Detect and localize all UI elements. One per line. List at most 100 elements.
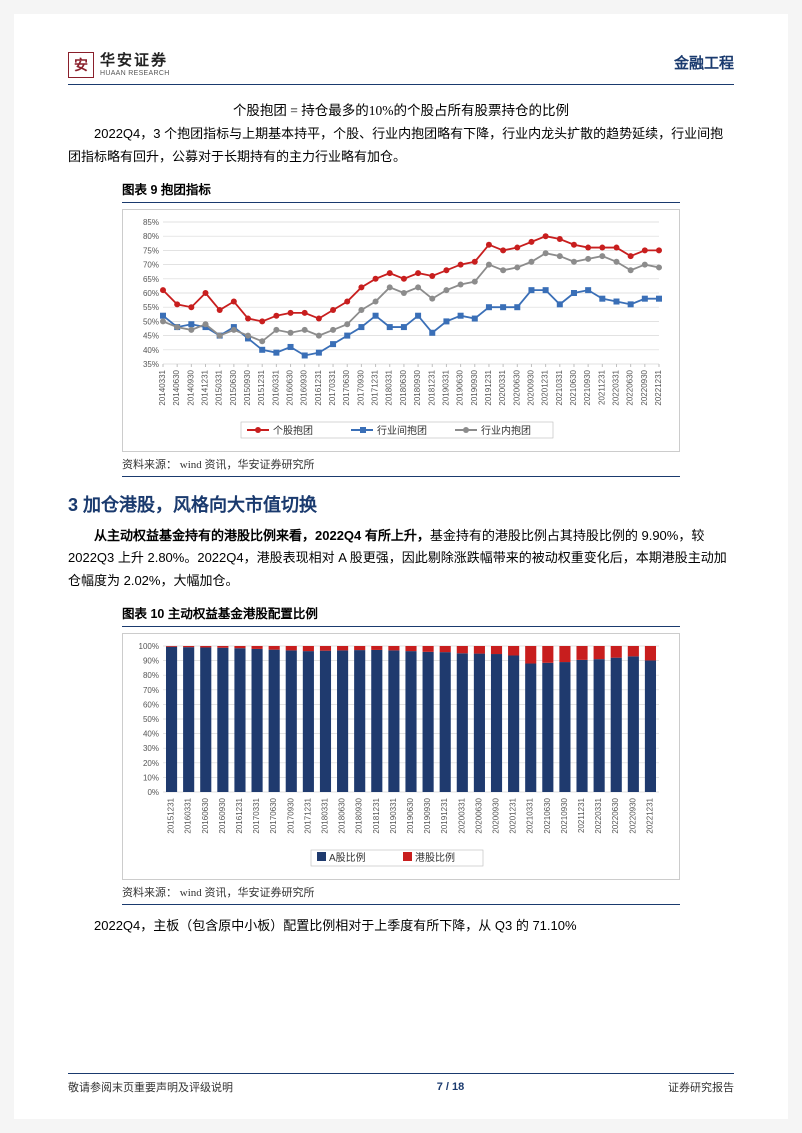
svg-text:70%: 70% <box>143 260 159 269</box>
svg-text:20141231: 20141231 <box>201 369 210 405</box>
svg-text:20181231: 20181231 <box>427 369 436 405</box>
svg-text:20170331: 20170331 <box>328 369 337 405</box>
svg-text:20160630: 20160630 <box>286 369 295 405</box>
svg-text:20220930: 20220930 <box>640 369 649 405</box>
svg-text:20210331: 20210331 <box>526 797 535 833</box>
footer-left: 敬请参阅末页重要声明及评级说明 <box>68 1079 233 1095</box>
svg-text:20221231: 20221231 <box>654 369 663 405</box>
svg-text:行业间抱团: 行业间抱团 <box>377 424 427 437</box>
paragraph-1: 2022Q4，3 个抱团指标与上期基本持平，个股、行业内抱团略有下降，行业内龙头… <box>68 123 734 169</box>
svg-text:50%: 50% <box>143 317 159 326</box>
svg-text:20220930: 20220930 <box>628 797 637 833</box>
svg-text:20200930: 20200930 <box>526 369 535 405</box>
svg-text:20%: 20% <box>143 759 159 768</box>
svg-text:20140630: 20140630 <box>172 369 181 405</box>
svg-text:60%: 60% <box>143 289 159 298</box>
svg-text:65%: 65% <box>143 274 159 283</box>
svg-text:20140331: 20140331 <box>158 369 167 405</box>
svg-text:20170930: 20170930 <box>286 797 295 833</box>
svg-text:75%: 75% <box>143 246 159 255</box>
svg-text:20190930: 20190930 <box>470 369 479 405</box>
chart10-title: 图表 10 主动权益基金港股配置比例 <box>122 607 318 621</box>
svg-text:20150630: 20150630 <box>229 369 238 405</box>
svg-text:20220331: 20220331 <box>594 797 603 833</box>
svg-text:20180930: 20180930 <box>355 797 364 833</box>
svg-text:20190331: 20190331 <box>389 797 398 833</box>
svg-text:20210630: 20210630 <box>543 797 552 833</box>
svg-text:行业内抱团: 行业内抱团 <box>481 424 531 437</box>
svg-text:20161231: 20161231 <box>314 369 323 405</box>
svg-text:20191231: 20191231 <box>484 369 493 405</box>
svg-text:20200630: 20200630 <box>512 369 521 405</box>
svg-text:80%: 80% <box>143 232 159 241</box>
svg-text:0%: 0% <box>147 788 159 797</box>
svg-text:20190630: 20190630 <box>456 369 465 405</box>
svg-text:80%: 80% <box>143 671 159 680</box>
svg-text:20220630: 20220630 <box>626 369 635 405</box>
svg-text:20211231: 20211231 <box>597 369 606 405</box>
chart10-source-row: 资料来源： wind 资讯，华安证券研究所 <box>122 880 680 905</box>
svg-text:20200930: 20200930 <box>492 797 501 833</box>
svg-text:20160630: 20160630 <box>201 797 210 833</box>
svg-text:20180930: 20180930 <box>413 369 422 405</box>
footer-page: 7 / 18 <box>437 1081 465 1093</box>
logo-cn: 华安证券 <box>100 53 170 68</box>
svg-text:港股比例: 港股比例 <box>415 851 455 864</box>
svg-text:20180331: 20180331 <box>385 369 394 405</box>
svg-text:20220331: 20220331 <box>611 369 620 405</box>
svg-text:60%: 60% <box>143 700 159 709</box>
svg-text:10%: 10% <box>143 773 159 782</box>
chart10-title-row: 图表 10 主动权益基金港股配置比例 <box>122 603 680 627</box>
svg-text:20150331: 20150331 <box>215 369 224 405</box>
chart9-svg: 35%40%45%50%55%60%65%70%75%80%85%2014033… <box>127 216 667 444</box>
svg-text:35%: 35% <box>143 360 159 369</box>
svg-text:40%: 40% <box>143 729 159 738</box>
logo-icon: 安 <box>68 52 94 78</box>
svg-text:20200630: 20200630 <box>474 797 483 833</box>
svg-text:20200331: 20200331 <box>457 797 466 833</box>
footer-right: 证券研究报告 <box>668 1079 734 1095</box>
svg-text:个股抱团: 个股抱团 <box>273 424 313 437</box>
formula-text: 个股抱团 = 持仓最多的10%的个股占所有股票持仓的比例 <box>68 99 734 119</box>
chart10-source: 资料来源： wind 资讯，华安证券研究所 <box>122 887 315 899</box>
svg-text:100%: 100% <box>139 642 159 651</box>
svg-text:20140930: 20140930 <box>186 369 195 405</box>
svg-text:20161231: 20161231 <box>235 797 244 833</box>
page-header: 安 华安证券 HUAAN RESEARCH 金融工程 <box>68 52 734 85</box>
svg-text:20201231: 20201231 <box>509 797 518 833</box>
svg-text:20160930: 20160930 <box>300 369 309 405</box>
svg-text:20171231: 20171231 <box>371 369 380 405</box>
svg-text:45%: 45% <box>143 331 159 340</box>
svg-text:20200331: 20200331 <box>498 369 507 405</box>
svg-text:20180630: 20180630 <box>399 369 408 405</box>
svg-text:20170630: 20170630 <box>342 369 351 405</box>
svg-text:90%: 90% <box>143 656 159 665</box>
svg-text:20170331: 20170331 <box>252 797 261 833</box>
svg-text:20210930: 20210930 <box>560 797 569 833</box>
logo-text: 华安证券 HUAAN RESEARCH <box>100 53 170 77</box>
svg-text:20160331: 20160331 <box>184 797 193 833</box>
svg-text:20190331: 20190331 <box>441 369 450 405</box>
svg-text:20191231: 20191231 <box>440 797 449 833</box>
svg-text:20180630: 20180630 <box>338 797 347 833</box>
svg-text:50%: 50% <box>143 715 159 724</box>
svg-text:20190930: 20190930 <box>423 797 432 833</box>
svg-text:30%: 30% <box>143 744 159 753</box>
svg-text:20220630: 20220630 <box>611 797 620 833</box>
svg-text:20221231: 20221231 <box>645 797 654 833</box>
svg-text:20160930: 20160930 <box>218 797 227 833</box>
svg-text:20210331: 20210331 <box>555 369 564 405</box>
logo-en: HUAAN RESEARCH <box>100 70 170 77</box>
chart10-svg: 0%10%20%30%40%50%60%70%80%90%100%2015123… <box>127 640 667 872</box>
paragraph-2-bold: 从主动权益基金持有的港股比例来看，2022Q4 有所上升， <box>94 528 430 543</box>
svg-text:20151231: 20151231 <box>167 797 176 833</box>
svg-text:20201231: 20201231 <box>541 369 550 405</box>
svg-text:55%: 55% <box>143 303 159 312</box>
page: 安 华安证券 HUAAN RESEARCH 金融工程 个股抱团 = 持仓最多的1… <box>14 14 788 1119</box>
header-category: 金融工程 <box>674 52 734 73</box>
svg-text:20160331: 20160331 <box>271 369 280 405</box>
svg-text:20190630: 20190630 <box>406 797 415 833</box>
paragraph-2: 从主动权益基金持有的港股比例来看，2022Q4 有所上升，基金持有的港股比例占其… <box>68 525 734 593</box>
logo: 安 华安证券 HUAAN RESEARCH <box>68 52 170 78</box>
page-footer: 敬请参阅末页重要声明及评级说明 7 / 18 证券研究报告 <box>68 1073 734 1095</box>
